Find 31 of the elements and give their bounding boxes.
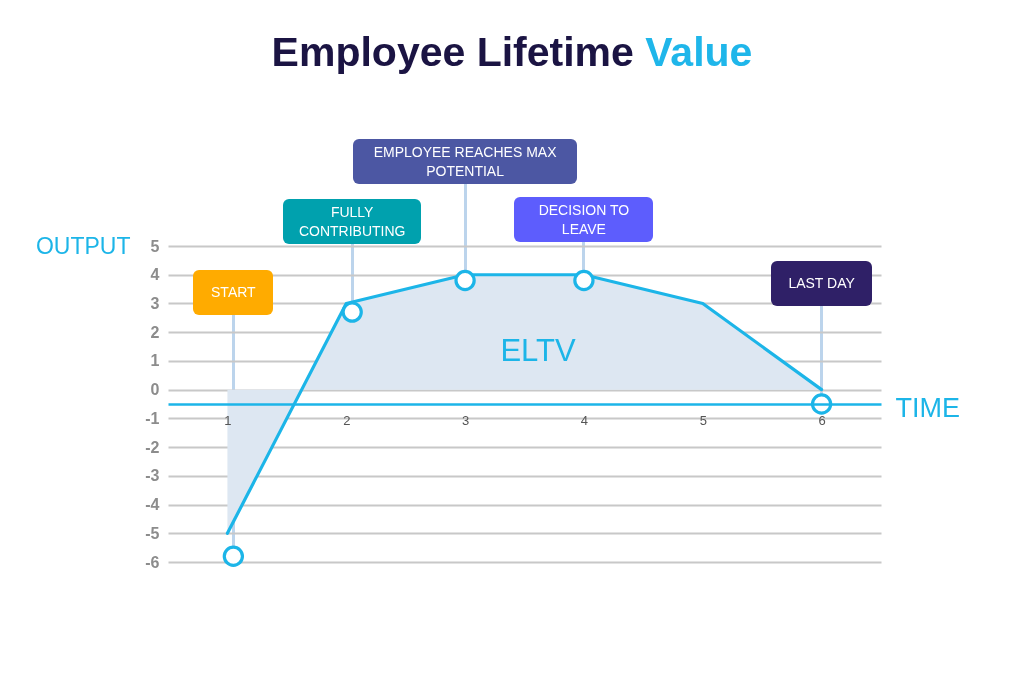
chart-title: Employee Lifetime Value xyxy=(271,28,753,77)
x-tick-label: 4 xyxy=(580,412,589,428)
x-tick-label: 1 xyxy=(224,412,232,428)
x-axis-title: TIME xyxy=(895,392,960,423)
point xyxy=(341,301,363,323)
x-tick-label: 6 xyxy=(818,412,826,428)
y-tick-label: 3 xyxy=(150,294,160,312)
y-tick-label: -4 xyxy=(145,496,160,514)
y-tick-label: 2 xyxy=(150,323,160,341)
text: DECISION TO LEAVE xyxy=(514,197,654,242)
x-tick-label: 5 xyxy=(699,412,707,428)
x-tick-label: 3 xyxy=(461,412,470,428)
annotation: ELTV xyxy=(500,333,576,368)
annotation: START xyxy=(193,270,274,315)
text: FULLY CONTRIBUTING xyxy=(283,199,422,244)
y-tick-label: 4 xyxy=(150,266,160,284)
x-tick-label: 2 xyxy=(343,412,351,428)
y-tick-label: -2 xyxy=(145,438,160,456)
y-tick-label: -3 xyxy=(145,467,160,485)
y-tick-label: -5 xyxy=(145,524,160,542)
y-axis-title: OUTPUT xyxy=(35,232,131,259)
y-tick-label: -6 xyxy=(145,553,160,571)
annotation: LAST DAY xyxy=(771,261,873,306)
text: EMPLOYEE REACHES MAX POTENTIAL xyxy=(353,139,578,184)
point xyxy=(573,269,595,292)
y-tick-label: -1 xyxy=(145,409,160,427)
point xyxy=(222,545,245,567)
y-tick-label: 5 xyxy=(150,237,160,255)
y-tick-label: 0 xyxy=(150,381,160,399)
y-tick-label: 1 xyxy=(150,352,160,370)
point xyxy=(454,269,476,292)
